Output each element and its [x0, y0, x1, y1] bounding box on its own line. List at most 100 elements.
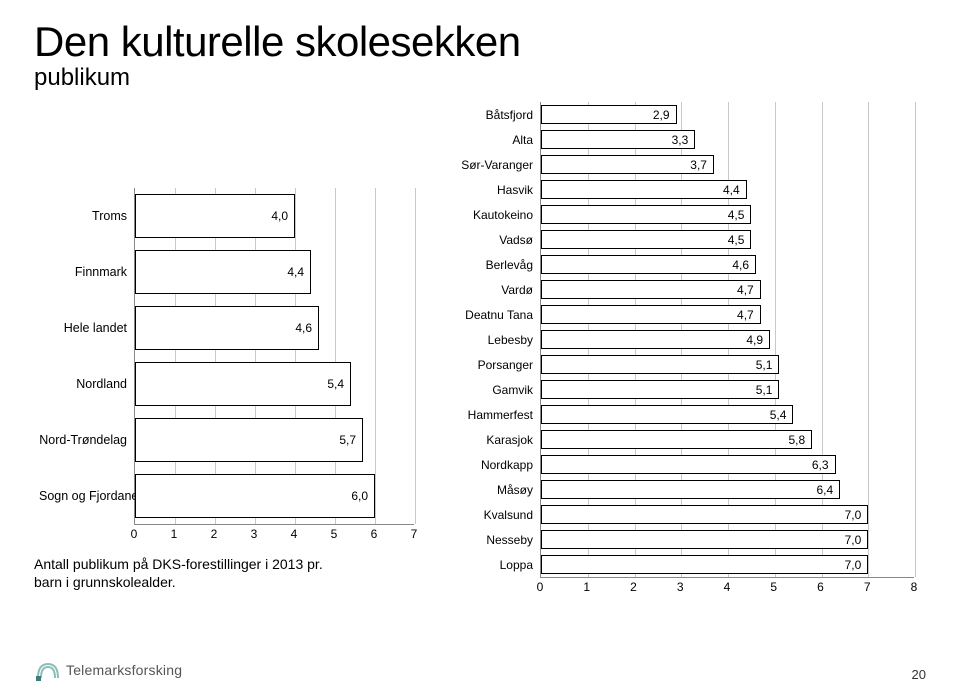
value-label: 5,8 [788, 433, 805, 447]
value-label: 4,4 [287, 265, 304, 279]
value-label: 3,7 [690, 158, 707, 172]
category-label: Hammerfest [459, 408, 541, 422]
bar: 4,6 [541, 255, 756, 275]
value-label: 5,1 [756, 358, 773, 372]
charts-container: Troms4,0Finnmark4,4Hele landet4,6Nordlan… [34, 102, 926, 596]
category-label: Berlevåg [459, 258, 541, 272]
category-label: Alta [459, 133, 541, 147]
bar: 4,7 [541, 280, 761, 300]
value-label: 4,5 [728, 233, 745, 247]
bar-row: Deatnu Tana4,7 [541, 302, 914, 327]
caption-line-2: barn i grunnskolealder. [34, 574, 176, 590]
value-label: 7,0 [845, 508, 862, 522]
value-label: 4,4 [723, 183, 740, 197]
bar-row: Sør-Varanger3,7 [541, 152, 914, 177]
category-label: Lebesby [459, 333, 541, 347]
right-plot-area: Båtsfjord2,9Alta3,3Sør-Varanger3,7Hasvik… [540, 102, 914, 578]
bar: 3,7 [541, 155, 714, 175]
right-x-axis: 012345678 [540, 578, 914, 596]
bar-row: Lebesby4,9 [541, 327, 914, 352]
caption-line-1: Antall publikum på DKS-forestillinger i … [34, 556, 323, 572]
bar-row: Hele landet4,6 [135, 300, 414, 356]
bar: 4,6 [135, 306, 319, 350]
x-tick-label: 0 [131, 527, 138, 541]
category-label: Hasvik [459, 183, 541, 197]
category-label: Kvalsund [459, 508, 541, 522]
page-number: 20 [912, 667, 926, 682]
category-label: Sogn og Fjordane [39, 489, 135, 503]
bar-row: Vardø4,7 [541, 277, 914, 302]
bar: 2,9 [541, 105, 677, 125]
value-label: 5,4 [327, 377, 344, 391]
category-label: Båtsfjord [459, 108, 541, 122]
bar-row: Finnmark4,4 [135, 244, 414, 300]
value-label: 6,0 [351, 489, 368, 503]
bar-row: Kautokeino4,5 [541, 202, 914, 227]
bar-row: Båtsfjord2,9 [541, 102, 914, 127]
bar-row: Nesseby7,0 [541, 527, 914, 552]
gridline [415, 188, 416, 524]
gridline [915, 102, 916, 577]
page: Den kulturelle skolesekken publikum Trom… [0, 0, 960, 694]
bar: 7,0 [541, 530, 868, 550]
x-tick-label: 5 [331, 527, 338, 541]
value-label: 4,5 [728, 208, 745, 222]
bar: 7,0 [541, 555, 868, 575]
value-label: 4,6 [295, 321, 312, 335]
x-tick-label: 3 [251, 527, 258, 541]
bar-row: Sogn og Fjordane6,0 [135, 468, 414, 524]
bar-row: Porsanger5,1 [541, 352, 914, 377]
bar-row: Nord-Trøndelag5,7 [135, 412, 414, 468]
bar-row: Troms4,0 [135, 188, 414, 244]
category-label: Sør-Varanger [459, 158, 541, 172]
bar: 4,0 [135, 194, 295, 238]
bar: 5,8 [541, 430, 812, 450]
title-block: Den kulturelle skolesekken publikum [34, 18, 926, 92]
category-label: Deatnu Tana [459, 308, 541, 322]
logo-text: Telemarksforsking [66, 662, 182, 678]
bar: 4,5 [541, 230, 751, 250]
bar: 6,0 [135, 474, 375, 518]
x-tick-label: 8 [911, 580, 918, 594]
x-tick-label: 1 [171, 527, 178, 541]
category-label: Porsanger [459, 358, 541, 372]
value-label: 4,7 [737, 283, 754, 297]
bar: 4,9 [541, 330, 770, 350]
category-label: Nordkapp [459, 458, 541, 472]
chart-caption: Antall publikum på DKS-forestillinger i … [34, 555, 394, 591]
bar-row: Berlevåg4,6 [541, 252, 914, 277]
category-label: Nord-Trøndelag [39, 433, 135, 447]
bar: 7,0 [541, 505, 868, 525]
value-label: 7,0 [845, 533, 862, 547]
right-chart: Båtsfjord2,9Alta3,3Sør-Varanger3,7Hasvik… [454, 102, 914, 596]
value-label: 5,7 [339, 433, 356, 447]
bar: 3,3 [541, 130, 695, 150]
category-label: Karasjok [459, 433, 541, 447]
bar-row: Karasjok5,8 [541, 427, 914, 452]
bar-row: Måsøy6,4 [541, 477, 914, 502]
footer: Telemarksforsking 20 [34, 658, 926, 682]
bar-row: Nordkapp6,3 [541, 452, 914, 477]
bar: 5,4 [135, 362, 351, 406]
bar-row: Vadsø4,5 [541, 227, 914, 252]
left-chart: Troms4,0Finnmark4,4Hele landet4,6Nordlan… [34, 102, 414, 596]
bar-row: Kvalsund7,0 [541, 502, 914, 527]
x-tick-label: 7 [411, 527, 418, 541]
bar-row: Hammerfest5,4 [541, 402, 914, 427]
x-tick-label: 7 [864, 580, 871, 594]
category-label: Kautokeino [459, 208, 541, 222]
bar: 6,3 [541, 455, 836, 475]
category-label: Vadsø [459, 233, 541, 247]
category-label: Loppa [459, 558, 541, 572]
x-tick-label: 4 [724, 580, 731, 594]
bar-row: Loppa7,0 [541, 552, 914, 577]
x-tick-label: 1 [583, 580, 590, 594]
category-label: Måsøy [459, 483, 541, 497]
bar: 5,1 [541, 380, 779, 400]
x-tick-label: 6 [817, 580, 824, 594]
value-label: 4,0 [271, 209, 288, 223]
x-tick-label: 5 [770, 580, 777, 594]
bar-row: Alta3,3 [541, 127, 914, 152]
page-title: Den kulturelle skolesekken [34, 18, 926, 66]
bar: 4,5 [541, 205, 751, 225]
